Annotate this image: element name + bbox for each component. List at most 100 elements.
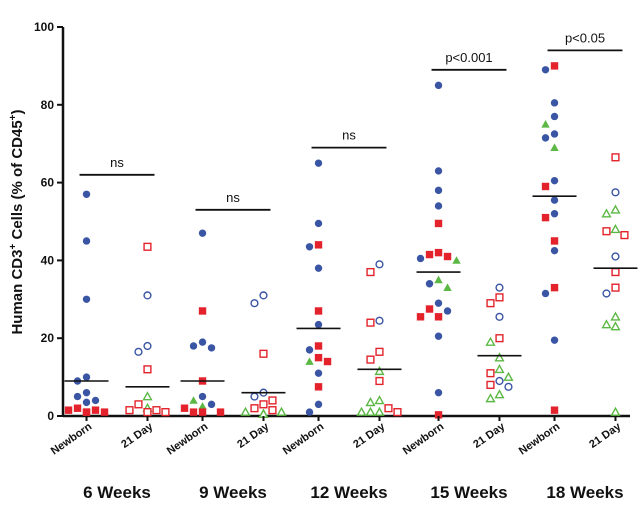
data-point <box>365 397 376 407</box>
data-point <box>550 99 559 107</box>
data-point <box>143 365 152 374</box>
data-point <box>416 254 425 263</box>
data-point <box>425 250 434 259</box>
data-point <box>198 392 207 401</box>
data-point <box>494 352 505 362</box>
newborn-series: Newborn <box>401 81 461 457</box>
data-point <box>198 402 207 410</box>
data-point <box>366 318 375 327</box>
data-point <box>305 346 314 354</box>
data-point <box>314 342 323 350</box>
data-point <box>314 320 323 329</box>
data-point <box>434 411 443 419</box>
data-point <box>434 186 443 195</box>
data-point <box>602 289 611 298</box>
data-point <box>100 408 109 416</box>
data-point <box>314 159 323 167</box>
data-point <box>143 408 152 417</box>
y-tick-label: 60 <box>41 176 55 190</box>
data-point <box>495 334 504 343</box>
data-point <box>143 242 152 251</box>
group-0: Newborn 21 Day ns 6 Weeks <box>49 155 170 502</box>
y-tick-label: 80 <box>41 98 55 112</box>
data-point <box>611 188 620 197</box>
group-label: 6 Weeks <box>83 483 151 502</box>
data-point <box>82 237 91 245</box>
data-point <box>550 246 559 255</box>
data-point <box>216 408 225 416</box>
data-point <box>161 408 170 417</box>
data-point <box>550 62 559 70</box>
data-point <box>495 312 504 321</box>
data-point <box>504 382 513 391</box>
y-axis-title-part: Cells (% of CD45 <box>9 120 26 243</box>
data-point <box>374 365 385 376</box>
group-label: 12 Weeks <box>310 483 387 502</box>
newborn-series: Newborn <box>49 190 109 457</box>
data-point <box>268 396 277 405</box>
data-point <box>434 81 443 90</box>
data-point <box>143 291 152 300</box>
data-point <box>189 396 198 404</box>
y-axis-title-sup: + <box>8 244 19 250</box>
data-point <box>541 182 550 191</box>
data-point <box>134 347 143 356</box>
data-point <box>494 363 505 374</box>
y-tick-label: 20 <box>41 331 55 345</box>
y-axis-title-sup: + <box>8 114 19 120</box>
data-point <box>91 396 100 405</box>
data-point <box>393 408 402 417</box>
data-point <box>305 243 314 251</box>
data-point <box>198 338 207 346</box>
significance-label: ns <box>342 128 356 143</box>
column-label: Newborn <box>165 420 211 457</box>
data-point <box>259 400 268 409</box>
newborn-series: Newborn <box>281 159 341 457</box>
data-point <box>314 219 323 228</box>
y-tick-label: 40 <box>41 253 55 267</box>
data-point <box>550 336 559 344</box>
data-point <box>541 289 550 298</box>
data-point <box>82 408 91 416</box>
data-point <box>323 357 332 366</box>
data-point <box>610 311 621 321</box>
data-point <box>142 391 153 401</box>
data-point <box>356 406 367 416</box>
data-point <box>602 227 611 236</box>
data-point <box>314 307 323 315</box>
data-point <box>434 275 443 284</box>
data-point <box>452 256 461 264</box>
y-tick-label: 100 <box>34 20 54 34</box>
data-point <box>250 299 259 308</box>
column-label: Newborn <box>517 420 563 457</box>
data-point <box>314 369 323 377</box>
data-point <box>240 406 251 416</box>
data-point <box>416 313 425 321</box>
data-point <box>503 371 514 381</box>
data-point <box>434 219 443 228</box>
column-label: Newborn <box>281 420 327 457</box>
column-label: Newborn <box>49 420 95 457</box>
data-point <box>314 241 323 249</box>
significance-label: p<0.001 <box>445 50 492 65</box>
group-3: Newborn 21 Day p<0.001 15 Weeks <box>401 50 522 502</box>
data-point <box>189 408 198 416</box>
column-label: 21 Day <box>119 420 156 451</box>
data-point <box>610 204 621 214</box>
data-point <box>486 369 495 378</box>
data-point <box>610 406 621 416</box>
data-point <box>611 252 620 261</box>
data-point <box>443 307 452 315</box>
data-point <box>550 237 559 245</box>
data-point <box>550 283 559 292</box>
significance-label: ns <box>226 190 240 205</box>
y-tick-label: 0 <box>47 409 54 423</box>
newborn-series: Newborn <box>517 62 577 457</box>
data-point <box>198 408 207 416</box>
group-4: Newborn 21 Day p<0.05 18 Weeks <box>517 30 638 502</box>
data-point <box>198 307 207 315</box>
data-point <box>610 223 621 234</box>
data-point <box>314 353 323 362</box>
data-point <box>82 398 91 407</box>
